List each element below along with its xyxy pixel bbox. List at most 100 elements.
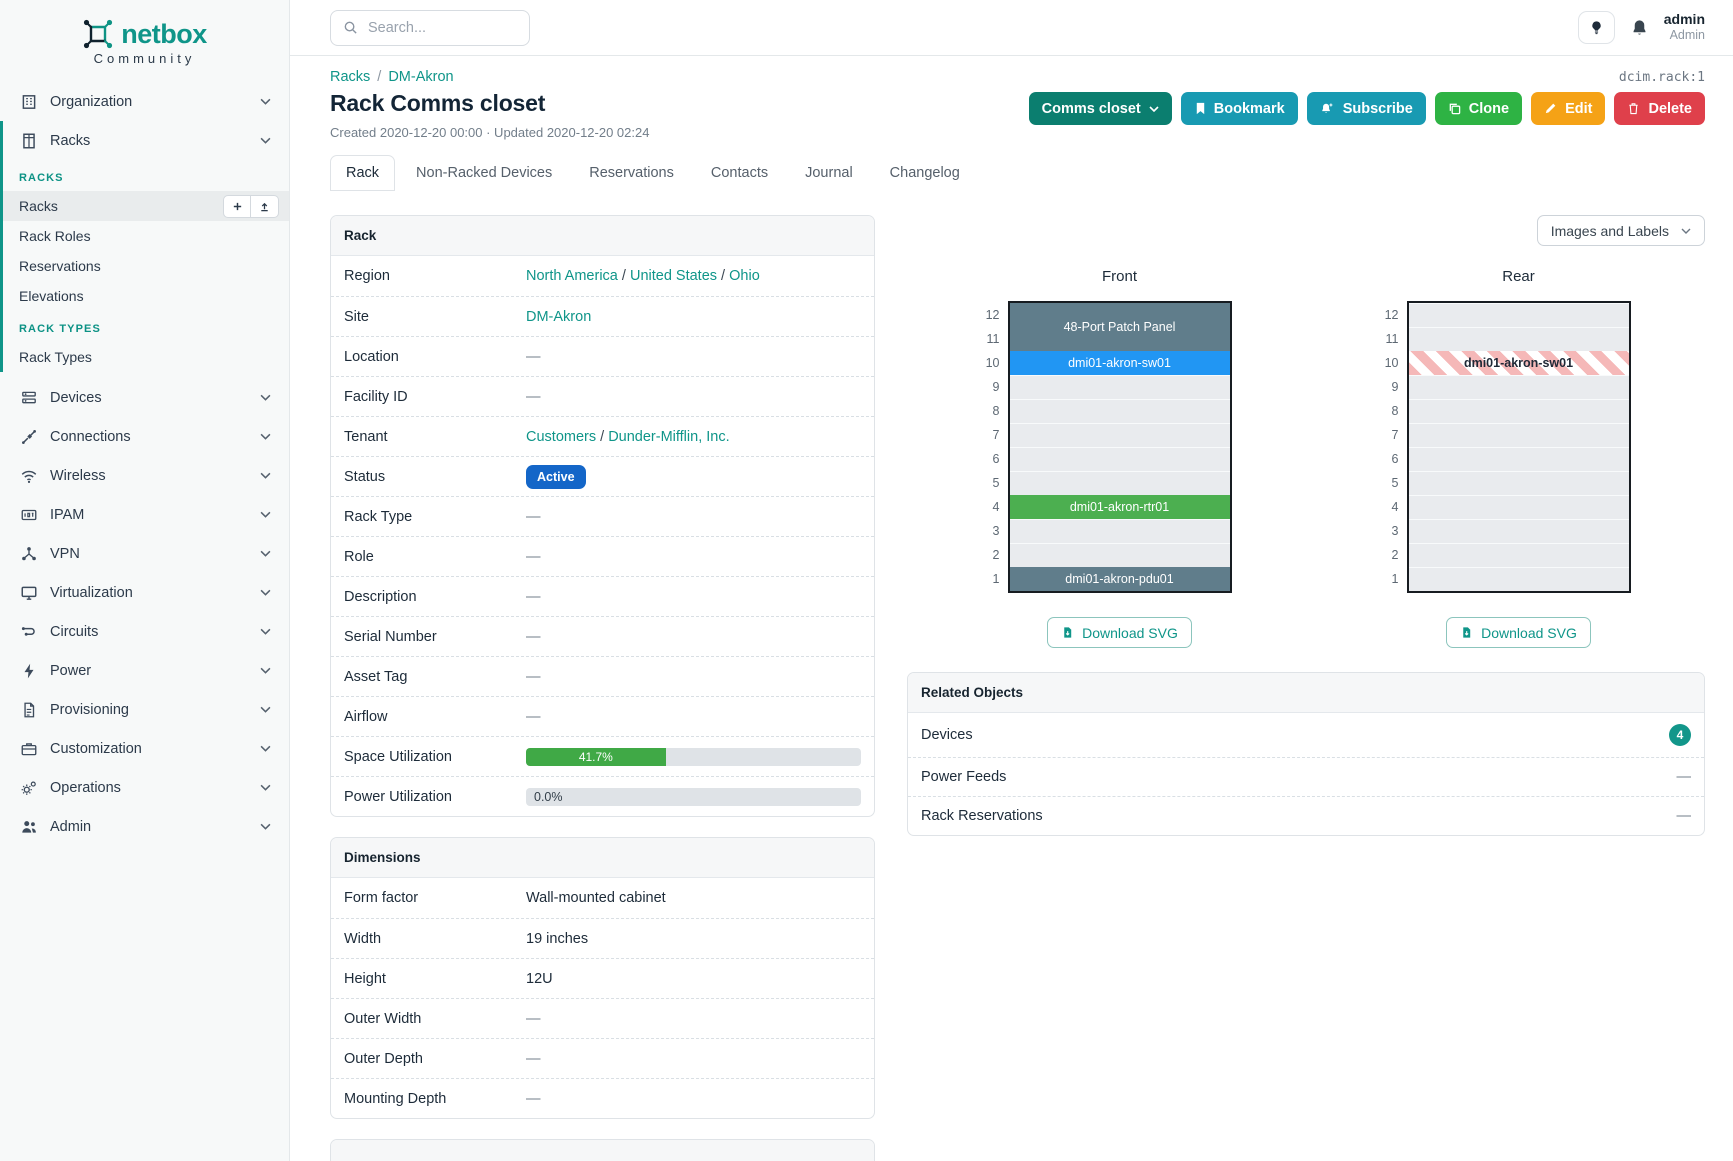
rack-slot-empty[interactable] (1408, 567, 1629, 591)
region-link[interactable]: Ohio (729, 268, 760, 284)
rack-slot-empty[interactable] (1009, 447, 1230, 471)
search-box[interactable] (330, 9, 530, 46)
tenant-link[interactable]: Dunder-Mifflin, Inc. (608, 428, 730, 445)
rack-device[interactable]: dmi01-akron-rtr01 (1009, 495, 1230, 519)
panel-title: Rack (331, 216, 874, 256)
power-utilization-bar: 0.0% (526, 787, 861, 806)
search-input[interactable] (368, 19, 517, 36)
sidebar-item-rack-types[interactable]: Rack Types (3, 342, 289, 372)
detail-label: Outer Width (344, 1010, 422, 1027)
region-link[interactable]: United States (629, 268, 718, 284)
rack-slot-empty[interactable] (1009, 471, 1230, 495)
rack-slot-empty[interactable] (1408, 495, 1629, 519)
breadcrumb-link-racks[interactable]: Racks (330, 69, 371, 85)
tenant-group-link[interactable]: Customers (526, 428, 597, 445)
rack-slot-empty[interactable] (1009, 423, 1230, 447)
sidebar-item-organization[interactable]: Organization (0, 82, 289, 121)
add-rack-button[interactable] (223, 194, 251, 218)
tab-rack[interactable]: Rack (330, 155, 396, 191)
sidebar-item-label: Provisioning (50, 701, 129, 718)
sidebar-item-reservations[interactable]: Reservations (3, 251, 289, 281)
related-row-devices[interactable]: Devices 4 (908, 713, 1704, 757)
rack-slot-empty[interactable] (1408, 471, 1629, 495)
tab-non-racked-devices[interactable]: Non-Racked Devices (416, 165, 553, 181)
rack-slot-empty[interactable] (1408, 303, 1629, 327)
clone-button[interactable]: Clone (1434, 92, 1523, 125)
rack-device[interactable]: 48-Port Patch Panel (1009, 303, 1230, 351)
site-link[interactable]: DM-Akron (526, 308, 592, 325)
rack-device[interactable]: dmi01-akron-sw01 (1408, 351, 1629, 375)
sidebar-item-customization[interactable]: Customization (0, 729, 289, 768)
rack-elevations: Front 12 11 10 9 8 7 6 5 4 3 2 1 48-Port Patch Pane… (907, 268, 1705, 648)
download-svg-button-rear[interactable]: Download SVG (1446, 617, 1591, 648)
sidebar-item-provisioning[interactable]: Provisioning (0, 690, 289, 729)
sidebar-item-circuits[interactable]: Circuits (0, 612, 289, 651)
images-and-labels-select[interactable]: Images and Labels (1536, 215, 1705, 246)
sidebar-item-label: Racks (50, 132, 91, 149)
sidebar-item-devices[interactable]: Devices (0, 378, 289, 417)
rack-slot-empty[interactable] (1009, 519, 1230, 543)
detail-row-status: Status Active (331, 456, 874, 496)
notifications-button[interactable] (1630, 18, 1649, 37)
unit-number: 5 (992, 476, 1000, 490)
rack-slot-empty[interactable] (1009, 543, 1230, 567)
sidebar-item-label: Organization (50, 93, 133, 110)
theme-toggle-button[interactable] (1577, 11, 1615, 44)
related-row-power-feeds[interactable]: Power Feeds — (908, 757, 1704, 796)
rack-slot-empty[interactable] (1408, 543, 1629, 567)
sidebar-item-rack-roles[interactable]: Rack Roles (3, 221, 289, 251)
button-label: Bookmark (1213, 100, 1285, 117)
sidebar-item-admin[interactable]: Admin (0, 807, 289, 846)
delete-button[interactable]: Delete (1614, 92, 1705, 125)
tab-changelog[interactable]: Changelog (889, 165, 960, 181)
detail-value: — (526, 1010, 541, 1027)
status-badge: Active (526, 464, 586, 489)
related-row-rack-reservations[interactable]: Rack Reservations — (908, 796, 1704, 835)
rack-device[interactable]: dmi01-akron-sw01 (1009, 351, 1230, 375)
sidebar-item-wireless[interactable]: Wireless (0, 456, 289, 495)
region-link[interactable]: North America (526, 268, 618, 284)
user-menu[interactable]: admin Admin (1664, 11, 1705, 44)
rack-slot-empty[interactable] (1408, 327, 1629, 351)
detail-row-description: Description — (331, 576, 874, 616)
subscribe-button[interactable]: Subscribe (1306, 92, 1426, 125)
panel-title: Related Objects (908, 673, 1704, 713)
rack-view-dropdown-button[interactable]: Comms closet (1028, 92, 1172, 125)
chevron-down-icon (260, 784, 271, 791)
tab-reservations[interactable]: Reservations (589, 165, 674, 181)
bookmark-button[interactable]: Bookmark (1180, 92, 1298, 125)
rack-device[interactable]: dmi01-akron-pdu01 (1009, 567, 1230, 591)
detail-row-form-factor: Form factor Wall-mounted cabinet (331, 878, 874, 918)
rack-panel: Rack Region North America / United State… (330, 215, 875, 817)
import-racks-button[interactable] (251, 194, 279, 218)
tab-contacts[interactable]: Contacts (710, 165, 769, 181)
detail-value: — (526, 588, 541, 605)
rack-slot-empty[interactable] (1009, 399, 1230, 423)
sidebar-item-racks[interactable]: Racks (3, 121, 289, 160)
rack-elevation-front: Front 12 11 10 9 8 7 6 5 4 3 2 1 48-Port Patch Pane… (982, 268, 1232, 648)
rack-slot-empty[interactable] (1009, 375, 1230, 399)
sidebar-item-elevations[interactable]: Elevations (3, 281, 289, 311)
breadcrumb-separator: / (377, 69, 382, 85)
logo-area[interactable]: netbox Community (0, 10, 289, 82)
rack-slot-empty[interactable] (1408, 399, 1629, 423)
detail-row-power-utilization: Power Utilization 0.0% (331, 776, 874, 816)
dropdown-label: Comms closet (1041, 100, 1141, 117)
space-utilization-value: 41.7% (578, 749, 613, 764)
sidebar-item-power[interactable]: Power (0, 651, 289, 690)
rack-slot-empty[interactable] (1408, 447, 1629, 471)
rack-slot-empty[interactable] (1408, 375, 1629, 399)
tab-journal[interactable]: Journal (805, 165, 853, 181)
edit-button[interactable]: Edit (1531, 92, 1606, 125)
rack-slot-empty[interactable] (1408, 423, 1629, 447)
sidebar-item-operations[interactable]: Operations (0, 768, 289, 807)
download-svg-button-front[interactable]: Download SVG (1047, 617, 1192, 648)
sidebar-item-connections[interactable]: Connections (0, 417, 289, 456)
sidebar-item-vpn[interactable]: VPN (0, 534, 289, 573)
rack-slot-empty[interactable] (1408, 519, 1629, 543)
sidebar-item-racks-link[interactable]: Racks (3, 191, 289, 221)
unit-number: 12 (985, 308, 1000, 322)
breadcrumb-link-site[interactable]: DM-Akron (388, 69, 454, 85)
sidebar-item-ipam[interactable]: IPAM (0, 495, 289, 534)
sidebar-item-virtualization[interactable]: Virtualization (0, 573, 289, 612)
